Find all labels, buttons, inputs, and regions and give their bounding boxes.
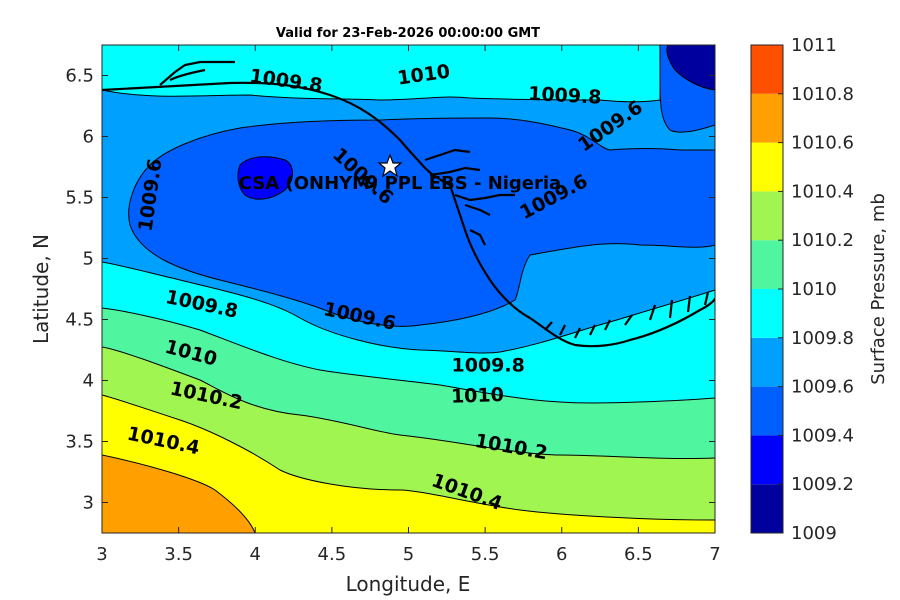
- y-axis-label: Latitude, N: [29, 234, 53, 344]
- colorbar-tick-label: 1010.8: [791, 84, 854, 105]
- x-tick-label: 3.5: [164, 544, 193, 565]
- contour-line: [102, 346, 715, 459]
- contour-line: [237, 156, 293, 200]
- colorbar-swatch: [751, 45, 783, 94]
- chart-title: Valid for 23-Feb-2026 00:00:00 GMT: [276, 26, 540, 41]
- colorbar-tick-label: 1009.6: [791, 377, 854, 398]
- x-tick-label: 6.5: [624, 544, 653, 565]
- colorbar-swatch: [751, 240, 783, 289]
- band-1010-2: [102, 347, 715, 520]
- band-1010: [102, 308, 715, 459]
- colorbar-swatch: [751, 337, 783, 387]
- x-tick-label: 5: [403, 544, 414, 565]
- contour-line: [659, 45, 715, 133]
- contour-value-label: 1010: [451, 384, 505, 408]
- colorbar-swatch: [751, 386, 783, 436]
- contour-line: [129, 224, 715, 327]
- colorbar: 1009 1009.2 1009.4 1009.6 1009.8 1010 1010.2 10…: [750, 35, 854, 544]
- coastline: [102, 60, 715, 348]
- site-star-marker: [377, 153, 403, 178]
- colorbar-tick-label: 1010.6: [791, 133, 854, 154]
- x-axis-label: Longitude, E: [346, 572, 471, 596]
- colorbar-swatch: [751, 142, 783, 192]
- contour-line: [102, 45, 661, 103]
- x-tick-label: 5.5: [471, 544, 500, 565]
- colorbar-swatch: [751, 484, 783, 533]
- colorbar-swatch: [751, 93, 783, 143]
- colorbar-label: Surface Pressure, mb: [868, 193, 889, 385]
- colorbar-tick-label: 1009.2: [791, 474, 854, 495]
- band-1009-2: [237, 156, 293, 200]
- colorbar-swatch: [751, 435, 783, 485]
- y-tick-label: 6: [83, 127, 94, 148]
- contour-line: [666, 45, 715, 91]
- band-1010-4: [102, 395, 715, 533]
- x-tick-label: 3: [96, 544, 107, 565]
- site-label: CSA (ONHYM) PPL EBS - Nigeria: [239, 173, 561, 194]
- contour-line: [128, 117, 715, 226]
- contour-value-label: 1009.8: [528, 83, 602, 109]
- colorbar-tick-label: 1009.8: [791, 328, 854, 349]
- coastline-inlet: [159, 60, 235, 86]
- x-tick-label: 4.5: [318, 544, 347, 565]
- contour-value-label: 1009.8: [452, 354, 525, 376]
- band-1009: [666, 45, 715, 90]
- y-tick-label: 5: [83, 249, 94, 270]
- y-axis: 3 3.5 4 4.5 5 5.5 6 6.5: [65, 66, 715, 514]
- colorbar-tick-label: 1009: [791, 523, 837, 544]
- contour-lines: [102, 45, 715, 533]
- y-tick-label: 5.5: [65, 188, 94, 209]
- contour-line: [102, 307, 715, 404]
- x-axis: 3 3.5 4 4.5 5 5.5 6 6.5 7: [96, 45, 721, 565]
- colorbar-tick-label: 1010.2: [791, 230, 854, 251]
- contour-line: [102, 454, 256, 533]
- band-1010-6b: [102, 455, 255, 533]
- y-tick-label: 3.5: [65, 432, 94, 453]
- y-tick-label: 4: [83, 371, 94, 392]
- y-tick-label: 6.5: [65, 66, 94, 87]
- contour-field: CSA (ONHYM) PPL EBS - Nigeria: [102, 45, 715, 533]
- colorbar-tick-label: 1010.4: [791, 181, 854, 202]
- coastline-creeks: [424, 148, 710, 339]
- contour-line: [102, 394, 715, 521]
- y-tick-label: 4.5: [65, 310, 94, 331]
- colorbar-tick-label: 1009.4: [791, 425, 854, 446]
- colorbar-swatch: [751, 289, 783, 338]
- colorbar-swatch: [751, 191, 783, 241]
- y-tick-label: 3: [83, 493, 94, 514]
- coastline-path: [102, 81, 715, 348]
- x-tick-label: 7: [709, 544, 720, 565]
- x-tick-label: 6: [556, 544, 567, 565]
- colorbar-tick-label: 1010: [791, 279, 837, 300]
- colorbar-tick-label: 1011: [791, 35, 837, 56]
- x-tick-label: 4: [250, 544, 261, 565]
